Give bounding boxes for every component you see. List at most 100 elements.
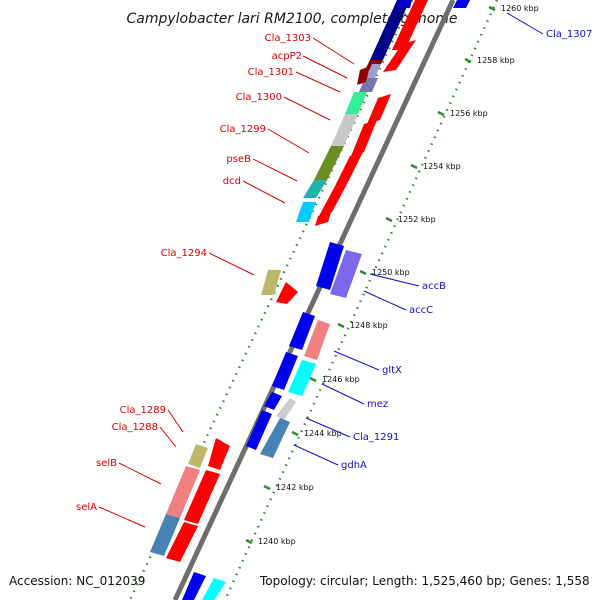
gene-block-acpp2b [366,64,381,78]
gene-label-right: accC [409,305,433,316]
gene-block-cla1294 [261,270,281,295]
gene-block-cla1294-red [276,282,298,304]
gene-block-gltx-blue [289,312,315,350]
gene-block-cla1289 [188,444,208,468]
scale-tick-mark [410,163,418,170]
gene-label-leader-right [321,383,365,405]
scale-ticks: 1240 kbp 1242 kbp 1244 kbp 1246 kbp 1248 kbp… [245,4,539,546]
scale-tick-mark [337,322,345,329]
accession-text: Accession: NC_012039 [9,574,145,588]
gene-label-leader-left [267,128,310,154]
scale-tick-mark [464,57,472,64]
gene-label-leader-left [312,37,355,65]
gene-label-left: Cla_1288 [112,422,158,433]
gene-label-right: Cla_1291 [353,432,399,443]
gene-labels-left: Cla_1303 acpP2 Cla_1301 Cla_1300 Cla_1299pse… [76,33,355,528]
gene-block-red-h [357,66,370,85]
tick-ring-outer [223,0,499,600]
scale-tick-label: 1260 kbp [501,4,539,13]
gene-block-red-e [334,152,363,188]
gene-blocks [150,0,470,600]
scale-tick-label: 1244 kbp [304,429,342,438]
gene-block-red-f [319,184,347,216]
gene-block-mez [288,360,316,396]
gene-label-left: dcd [223,176,241,187]
gene-block-red-a [392,0,428,50]
gene-block-accb [316,242,344,290]
gene-label-leader-right [293,444,339,466]
gene-block-gdha-blue [246,410,272,450]
scale-tick-label: 1250 kbp [372,268,410,277]
scale-tick-mark [488,5,496,12]
gene-label-left: selB [96,458,117,469]
genome-backbone [172,0,456,600]
gene-block-cla1303 [370,0,410,60]
gene-label-leader-left [252,158,298,182]
gene-label-left: Cla_1301 [248,67,294,78]
gene-label-leader-right [369,273,420,287]
gene-block-bottom-blue [182,572,206,600]
gene-label-right: gdhA [341,460,367,471]
gene-block-navy-top [396,0,412,8]
gene-label-left: acpP2 [272,51,302,62]
gene-block-cla1300 [345,92,367,114]
scale-tick-label: 1254 kbp [423,162,461,171]
gene-label-left: Cla_1294 [161,248,207,259]
gene-label-right: Cla_1307 [546,29,592,40]
gene-label-leader-right [506,12,544,35]
gene-labels-right: Cla_1307 accB accC gltX mez Cla_1291 gdhA [293,12,592,471]
gene-block-red-b [383,40,416,72]
gene-label-leader-left [302,55,348,79]
gene-block-dcd2 [296,202,316,222]
gene-label-leader-right [363,290,407,311]
gene-block-red-c [367,94,391,124]
gene-label-left: Cla_1300 [236,92,282,103]
scale-tick-mark [385,216,393,223]
gene-block-sela [150,514,180,556]
gene-block-sela-red [166,522,198,562]
gene-label-left: selA [76,502,97,513]
scale-tick-label: 1252 kbp [398,215,436,224]
gene-block-cla1291 [276,398,296,420]
tick-ring-inner [128,0,414,600]
gene-block-cla1291-blue [264,392,282,410]
gene-label-left: Cla_1289 [120,405,166,416]
gene-label-right: gltX [382,365,402,376]
gene-block-gdha [260,418,290,458]
gene-block-dcd [303,180,327,198]
scale-tick-label: 1240 kbp [258,537,296,546]
scale-tick-label: 1256 kbp [450,109,488,118]
scale-tick-mark [291,430,299,437]
scale-tick-label: 1246 kbp [322,375,360,384]
gene-label-leader-left [208,252,255,276]
gene-block-accc [330,250,362,298]
gene-block-gltx [304,320,330,360]
gene-label-right: accB [422,281,446,292]
topology-text: Topology: circular; Length: 1,525,460 bp… [259,574,590,588]
scale-tick-mark [437,110,445,117]
gene-block-selb [166,466,200,518]
map-title: Campylobacter lari RM2100, complete geno… [126,11,457,27]
gene-block-bottom-cyan [202,578,226,600]
gene-label-leader-left [242,180,286,204]
gene-block-cla1289-red [208,438,230,470]
gene-block-mez-blue [272,352,298,390]
gene-label-leader-left [159,426,177,448]
scale-tick-label: 1248 kbp [350,321,388,330]
gene-label-leader-left [283,96,331,121]
gene-label-left: pseB [226,154,251,165]
gene-block-selb-red [184,470,220,524]
gene-label-leader-right [305,417,351,438]
gene-label-left: Cla_1299 [220,124,266,135]
scale-tick-label: 1258 kbp [477,56,515,65]
gene-block-red-d [351,120,377,156]
gene-block-pseb [314,146,344,180]
scale-tick-mark [359,269,367,276]
gene-block-blue-top [453,0,470,8]
gene-label-leader-left [98,506,146,528]
gene-block-cla1299 [331,114,358,146]
gene-label-leader-left [118,462,162,485]
scale-tick-label: 1242 kbp [276,483,314,492]
scale-tick-mark [263,484,271,491]
